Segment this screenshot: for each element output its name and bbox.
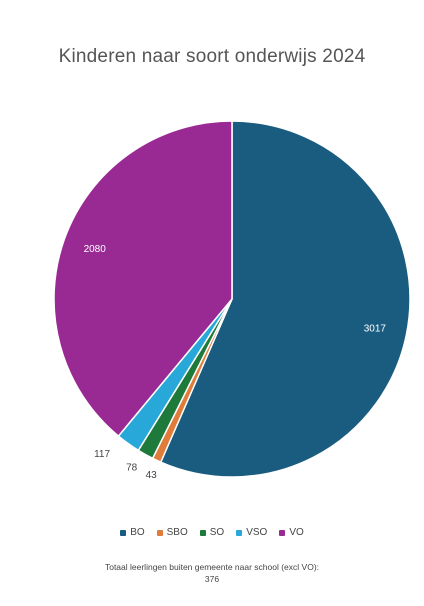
legend-swatch bbox=[236, 529, 243, 536]
legend-swatch bbox=[199, 529, 206, 536]
data-label-vo: 2080 bbox=[84, 244, 107, 255]
legend-item-bo: BO bbox=[120, 527, 145, 538]
legend-swatch bbox=[279, 529, 286, 536]
pie-chart: 3017 43 78 117 2080 bbox=[53, 120, 411, 481]
legend-label: VO bbox=[289, 527, 304, 538]
legend-item-vso: VSO bbox=[236, 527, 267, 538]
legend-label: SO bbox=[209, 527, 225, 538]
data-label-so: 78 bbox=[126, 462, 138, 473]
legend-swatch bbox=[120, 529, 127, 536]
footnote: Totaal leerlingen buiten gemeente naar s… bbox=[0, 561, 424, 585]
legend-swatch bbox=[156, 529, 163, 536]
chart-title: Kinderen naar soort onderwijs 2024 bbox=[58, 46, 366, 67]
footnote-total: 376 bbox=[204, 574, 220, 584]
legend-label: SBO bbox=[166, 527, 188, 538]
legend-item-so: SO bbox=[199, 527, 225, 538]
legend-item-sbo: SBO bbox=[156, 527, 188, 538]
data-label-bo: 3017 bbox=[364, 323, 387, 334]
pie-slice-vo bbox=[53, 120, 233, 438]
footnote-text: Totaal leerlingen buiten gemeente naar s… bbox=[104, 562, 320, 572]
legend-label: BO bbox=[130, 527, 145, 538]
legend-label: VSO bbox=[246, 527, 268, 538]
data-label-sbo: 43 bbox=[146, 470, 158, 481]
legend-item-vo: VO bbox=[279, 527, 304, 538]
data-label-vso: 117 bbox=[94, 449, 110, 460]
pie-slice-bo bbox=[159, 120, 411, 478]
chart-legend: BO SBO SO VSO VO bbox=[0, 527, 424, 538]
